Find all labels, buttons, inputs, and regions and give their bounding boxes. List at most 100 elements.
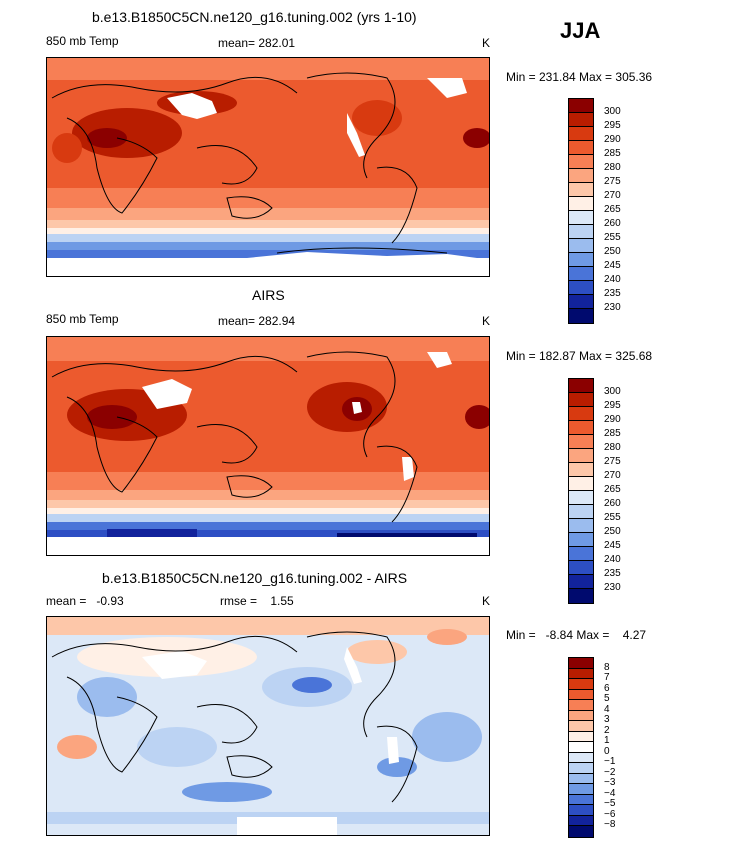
panel-1-map-svg	[47, 58, 489, 276]
colorbar-swatch	[569, 589, 593, 603]
colorbar-swatch	[569, 700, 593, 711]
panel-3-title: b.e13.B1850C5CN.ne120_g16.tuning.002 - A…	[102, 570, 408, 586]
colorbar-tick-label: 280	[604, 162, 621, 173]
colorbar-swatch	[569, 211, 593, 225]
panel-3-units-label: K	[482, 594, 491, 608]
colorbar-tick-label: 6	[604, 683, 610, 694]
panel-3-colorbar	[568, 657, 594, 838]
colorbar-tick-label: −2	[604, 767, 616, 778]
colorbar-swatch	[569, 309, 593, 323]
colorbar-tick-label: −4	[604, 788, 616, 799]
colorbar-swatch	[569, 658, 593, 669]
colorbar-tick-label: 230	[604, 302, 621, 313]
colorbar-swatch	[569, 784, 593, 795]
colorbar-swatch	[569, 547, 593, 561]
colorbar-tick-label: 0	[604, 746, 610, 757]
colorbar-swatch	[569, 197, 593, 211]
colorbar-swatch	[569, 826, 593, 837]
colorbar-tick-label: 295	[604, 400, 621, 411]
colorbar-tick-label: 255	[604, 512, 621, 523]
colorbar-tick-label: 275	[604, 456, 621, 467]
colorbar-swatch	[569, 393, 593, 407]
colorbar-tick-label: −6	[604, 809, 616, 820]
colorbar-tick-label: 1	[604, 735, 610, 746]
colorbar-swatch	[569, 742, 593, 753]
colorbar-swatch	[569, 127, 593, 141]
colorbar-tick-label: 245	[604, 260, 621, 271]
colorbar-swatch	[569, 815, 593, 826]
panel-1-variable-label: 850 mb Temp	[46, 34, 119, 48]
colorbar-tick-label: 3	[604, 714, 610, 725]
panel-1-units-label: K	[482, 36, 491, 50]
colorbar-swatch	[569, 668, 593, 679]
colorbar-tick-label: 265	[604, 204, 621, 215]
colorbar-tick-label: 235	[604, 288, 621, 299]
panel-2-minmax-label: Min = 182.87 Max = 325.68	[506, 349, 653, 363]
colorbar-swatch	[569, 519, 593, 533]
colorbar-tick-label: 260	[604, 218, 621, 229]
colorbar-swatch	[569, 169, 593, 183]
colorbar-tick-label: 290	[604, 414, 621, 425]
colorbar-swatch	[569, 679, 593, 690]
colorbar-tick-label: 4	[604, 704, 610, 715]
colorbar-swatch	[569, 752, 593, 763]
colorbar-tick-label: −3	[604, 777, 616, 788]
panel-1-minmax-label: Min = 231.84 Max = 305.36	[506, 70, 653, 84]
colorbar-tick-label: 260	[604, 498, 621, 509]
colorbar-tick-label: 7	[604, 672, 610, 683]
panel-3-map	[46, 616, 490, 836]
colorbar-swatch	[569, 477, 593, 491]
colorbar-tick-label: 230	[604, 582, 621, 593]
colorbar-swatch	[569, 773, 593, 784]
colorbar-tick-label: 240	[604, 274, 621, 285]
colorbar-swatch	[569, 721, 593, 732]
colorbar-swatch	[569, 763, 593, 774]
colorbar-swatch	[569, 505, 593, 519]
colorbar-swatch	[569, 731, 593, 742]
colorbar-swatch	[569, 794, 593, 805]
panel-2-map	[46, 336, 490, 556]
panel-2-variable-label: 850 mb Temp	[46, 312, 119, 326]
colorbar-tick-label: −8	[604, 819, 616, 830]
colorbar-swatch	[569, 561, 593, 575]
colorbar-swatch	[569, 449, 593, 463]
colorbar-tick-label: 280	[604, 442, 621, 453]
colorbar-tick-label: 270	[604, 190, 621, 201]
panel-2-title: AIRS	[252, 287, 285, 303]
colorbar-tick-label: −1	[604, 756, 616, 767]
colorbar-tick-label: 295	[604, 120, 621, 131]
colorbar-swatch	[569, 421, 593, 435]
colorbar-swatch	[569, 155, 593, 169]
colorbar-tick-label: 290	[604, 134, 621, 145]
colorbar-swatch	[569, 295, 593, 309]
colorbar-swatch	[569, 253, 593, 267]
colorbar-swatch	[569, 141, 593, 155]
colorbar-swatch	[569, 379, 593, 393]
colorbar-tick-label: 2	[604, 725, 610, 736]
colorbar-tick-label: 275	[604, 176, 621, 187]
colorbar-swatch	[569, 281, 593, 295]
colorbar-swatch	[569, 435, 593, 449]
colorbar-tick-label: 8	[604, 662, 610, 673]
colorbar-tick-label: 235	[604, 568, 621, 579]
colorbar-swatch	[569, 491, 593, 505]
colorbar-swatch	[569, 113, 593, 127]
colorbar-swatch	[569, 267, 593, 281]
colorbar-swatch	[569, 225, 593, 239]
colorbar-tick-label: 5	[604, 693, 610, 704]
season-label: JJA	[560, 18, 601, 43]
colorbar-swatch	[569, 407, 593, 421]
colorbar-swatch	[569, 805, 593, 816]
panel-1-title: b.e13.B1850C5CN.ne120_g16.tuning.002 (yr…	[92, 9, 417, 25]
panel-3-minmax-label: Min = -8.84 Max = 4.27	[506, 628, 647, 642]
colorbar-tick-label: 285	[604, 428, 621, 439]
colorbar-swatch	[569, 689, 593, 700]
colorbar-tick-label: 250	[604, 526, 621, 537]
colorbar-tick-label: 245	[604, 540, 621, 551]
panel-2-colorbar	[568, 378, 594, 604]
colorbar-swatch	[569, 99, 593, 113]
panel-2-map-svg	[47, 337, 489, 555]
panel-1-mean-label: mean= 282.01	[218, 36, 296, 50]
colorbar-swatch	[569, 710, 593, 721]
colorbar-tick-label: 255	[604, 232, 621, 243]
